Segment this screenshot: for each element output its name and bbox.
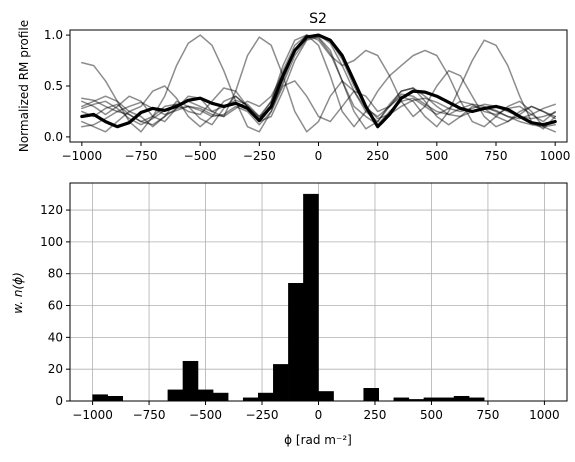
bottom-y-tick-label: 80 [48, 267, 63, 281]
bottom-x-tick-label: 250 [364, 408, 387, 422]
histogram-bar [303, 193, 319, 402]
bottom-x-tick-label: −750 [133, 408, 166, 422]
histogram-bar [258, 392, 274, 402]
top-x-tick-label: 1000 [540, 149, 571, 163]
top-panel: S2 Normalized RM profile −1000 −750 −500 −2… [17, 11, 570, 163]
top-x-tick-label: 0 [315, 149, 323, 163]
top-y-tick-label: 1.0 [44, 28, 63, 42]
bottom-x-tick-label: 500 [420, 408, 443, 422]
bottom-x-ticks: −1000 −750 −500 −250 0 250 500 750 1000 [72, 401, 560, 422]
top-x-tick-label: −750 [125, 149, 158, 163]
bottom-y-tick-label: 100 [40, 235, 63, 249]
bottom-y-tick-label: 0 [55, 394, 63, 408]
top-x-tick-label: −250 [243, 149, 276, 163]
bottom-y-tick-label: 120 [40, 203, 63, 217]
rm-profile-line-3 [81, 34, 556, 128]
top-y-ticks: 0.0 0.5 1.0 [44, 28, 70, 144]
histogram-bar [318, 391, 334, 402]
top-chart-title: S2 [309, 11, 327, 27]
rm-profile-line-6 [81, 34, 556, 120]
histogram-bar [363, 388, 379, 402]
histogram-bar [107, 395, 123, 402]
top-x-tick-label: 500 [425, 149, 448, 163]
bottom-x-axis-label: ϕ [rad m⁻²] [284, 433, 352, 447]
histogram-bar [167, 389, 184, 402]
rm-profile-line-4 [81, 34, 556, 133]
histogram-bar [212, 392, 229, 402]
histogram-bar [197, 389, 214, 402]
bottom-x-tick-label: −250 [246, 408, 279, 422]
histogram-bar [92, 394, 108, 402]
bottom-x-tick-label: 750 [476, 408, 499, 422]
top-y-axis-label: Normalized RM profile [17, 20, 31, 152]
bottom-x-tick-label: 0 [315, 408, 323, 422]
bottom-x-tick-label: −500 [189, 408, 222, 422]
bottom-x-tick-label: −1000 [72, 408, 113, 422]
top-y-tick-label: 0.5 [44, 79, 63, 93]
bottom-x-tick-label: 1000 [529, 408, 560, 422]
histogram-bar [182, 360, 199, 402]
histogram-bar [273, 364, 289, 402]
top-x-tick-label: −500 [184, 149, 217, 163]
bottom-y-tick-label: 40 [48, 330, 63, 344]
bottom-y-axis-label: w. n(ϕ) [11, 272, 25, 314]
bottom-y-tick-label: 60 [48, 299, 63, 313]
histogram-bars [92, 193, 485, 402]
top-x-tick-label: −1000 [62, 149, 103, 163]
top-x-tick-label: 250 [366, 149, 389, 163]
rm-profile-line-2 [81, 36, 556, 133]
rm-profile-line-7 [81, 34, 556, 130]
top-line-series [80, 33, 557, 133]
rm-profile-line-5 [81, 36, 556, 126]
histogram-bar [453, 395, 470, 402]
top-y-tick-label: 0.0 [44, 130, 63, 144]
top-x-ticks: −1000 −750 −500 −250 0 250 500 750 1000 [62, 142, 571, 163]
rm-profile-line-1 [81, 34, 556, 133]
top-x-tick-label: 750 [485, 149, 508, 163]
histogram-bar [288, 283, 304, 402]
bottom-panel: w. n(ϕ) ϕ [rad m⁻²] −1000 −750 −500 −250 0 25… [11, 182, 568, 447]
bottom-y-ticks: 0 20 40 60 80 100 120 [40, 203, 70, 408]
bottom-y-tick-label: 20 [48, 362, 63, 376]
rm-profile-line-0 [80, 33, 557, 129]
